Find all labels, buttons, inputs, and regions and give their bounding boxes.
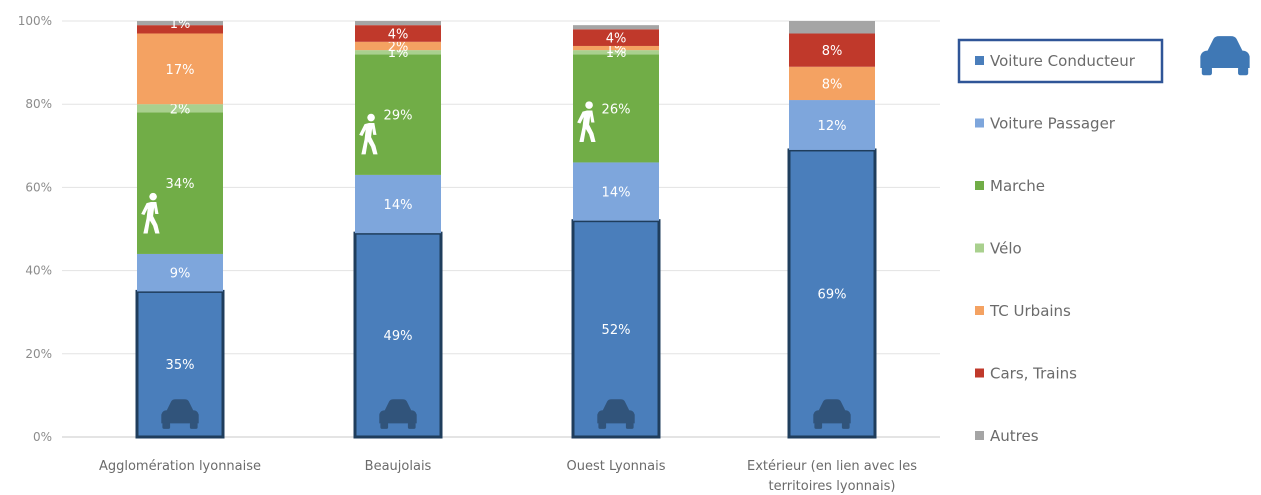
bar-segment-voiture-passager: [573, 162, 659, 221]
bar-segment-tc-urbains: [573, 45, 659, 51]
data-label: 8%: [822, 77, 843, 92]
x-tick-label: Agglomération lyonnaise: [99, 459, 261, 474]
legend-label: Vélo: [990, 240, 1022, 258]
car-icon: [1200, 36, 1250, 76]
y-tick-label: 100%: [18, 14, 52, 28]
y-tick-label: 80%: [25, 97, 52, 111]
bar-segment-tc-urbains: [355, 41, 441, 51]
legend-label: Autres: [990, 427, 1039, 445]
bar-segment-cars-trains: [789, 33, 875, 67]
bar-segment-voiture-passager: [789, 100, 875, 150]
data-label: 49%: [384, 329, 413, 344]
bar-segment-autres: [137, 21, 223, 26]
x-tick-label: Ouest Lyonnais: [567, 459, 666, 474]
bar-segment-v-lo: [573, 50, 659, 55]
legend-label: TC Urbains: [989, 302, 1071, 320]
legend-label: Cars, Trains: [990, 365, 1077, 383]
data-label: 9%: [170, 267, 191, 282]
bar-segment-tc-urbains: [789, 66, 875, 101]
data-label: 4%: [606, 32, 627, 47]
data-label: 69%: [818, 287, 847, 302]
data-label: 2%: [388, 40, 409, 55]
legend-swatch: [975, 306, 984, 315]
data-label: 26%: [602, 102, 631, 117]
bar-segment-autres: [789, 21, 875, 34]
x-tick-label: Extérieur (en lien avec les: [747, 459, 917, 474]
bar-segment-voiture-conducteur: [787, 148, 877, 439]
y-tick-label: 0%: [33, 430, 52, 444]
bar-segment-tc-urbains: [137, 33, 223, 105]
data-label: 52%: [602, 323, 631, 338]
y-tick-label: 40%: [25, 264, 52, 278]
data-label: 14%: [384, 198, 413, 213]
data-label: 35%: [166, 358, 195, 373]
data-label: 4%: [388, 27, 409, 42]
data-label: 8%: [822, 44, 843, 59]
legend-swatch: [975, 56, 984, 65]
bar-segment-v-lo: [137, 104, 223, 113]
bar-segment-autres: [573, 25, 659, 30]
data-label: 34%: [166, 177, 195, 192]
bar-segment-v-lo: [355, 50, 441, 55]
data-label: 17%: [166, 63, 195, 78]
legend-swatch: [975, 431, 984, 440]
legend-label: Marche: [990, 177, 1045, 195]
bar-segment-cars-trains: [573, 29, 659, 46]
data-label: 1%: [170, 17, 191, 32]
bar-segment-voiture-passager: [355, 174, 441, 234]
x-tick-label: territoires lyonnais): [769, 479, 896, 494]
legend-swatch: [975, 181, 984, 190]
data-label: 12%: [818, 119, 847, 134]
x-tick-label: Beaujolais: [365, 459, 432, 474]
bar-segment-cars-trains: [137, 25, 223, 34]
data-label: 29%: [384, 109, 413, 124]
data-label: 2%: [170, 102, 191, 117]
y-tick-label: 20%: [25, 347, 52, 361]
legend-swatch: [975, 368, 984, 378]
legend-label: Voiture Conducteur: [990, 52, 1136, 70]
bar-segment-autres: [355, 21, 441, 26]
bar-segment-voiture-passager: [137, 253, 223, 292]
legend-swatch: [975, 118, 984, 128]
legend-swatch: [975, 243, 984, 253]
bar-segment-marche: [137, 112, 223, 254]
data-label: 14%: [602, 186, 631, 201]
legend-label: Voiture Passager: [990, 115, 1116, 133]
y-tick-label: 60%: [25, 180, 52, 194]
bar-segment-cars-trains: [355, 25, 441, 42]
legend-highlight-box: [957, 38, 1164, 84]
